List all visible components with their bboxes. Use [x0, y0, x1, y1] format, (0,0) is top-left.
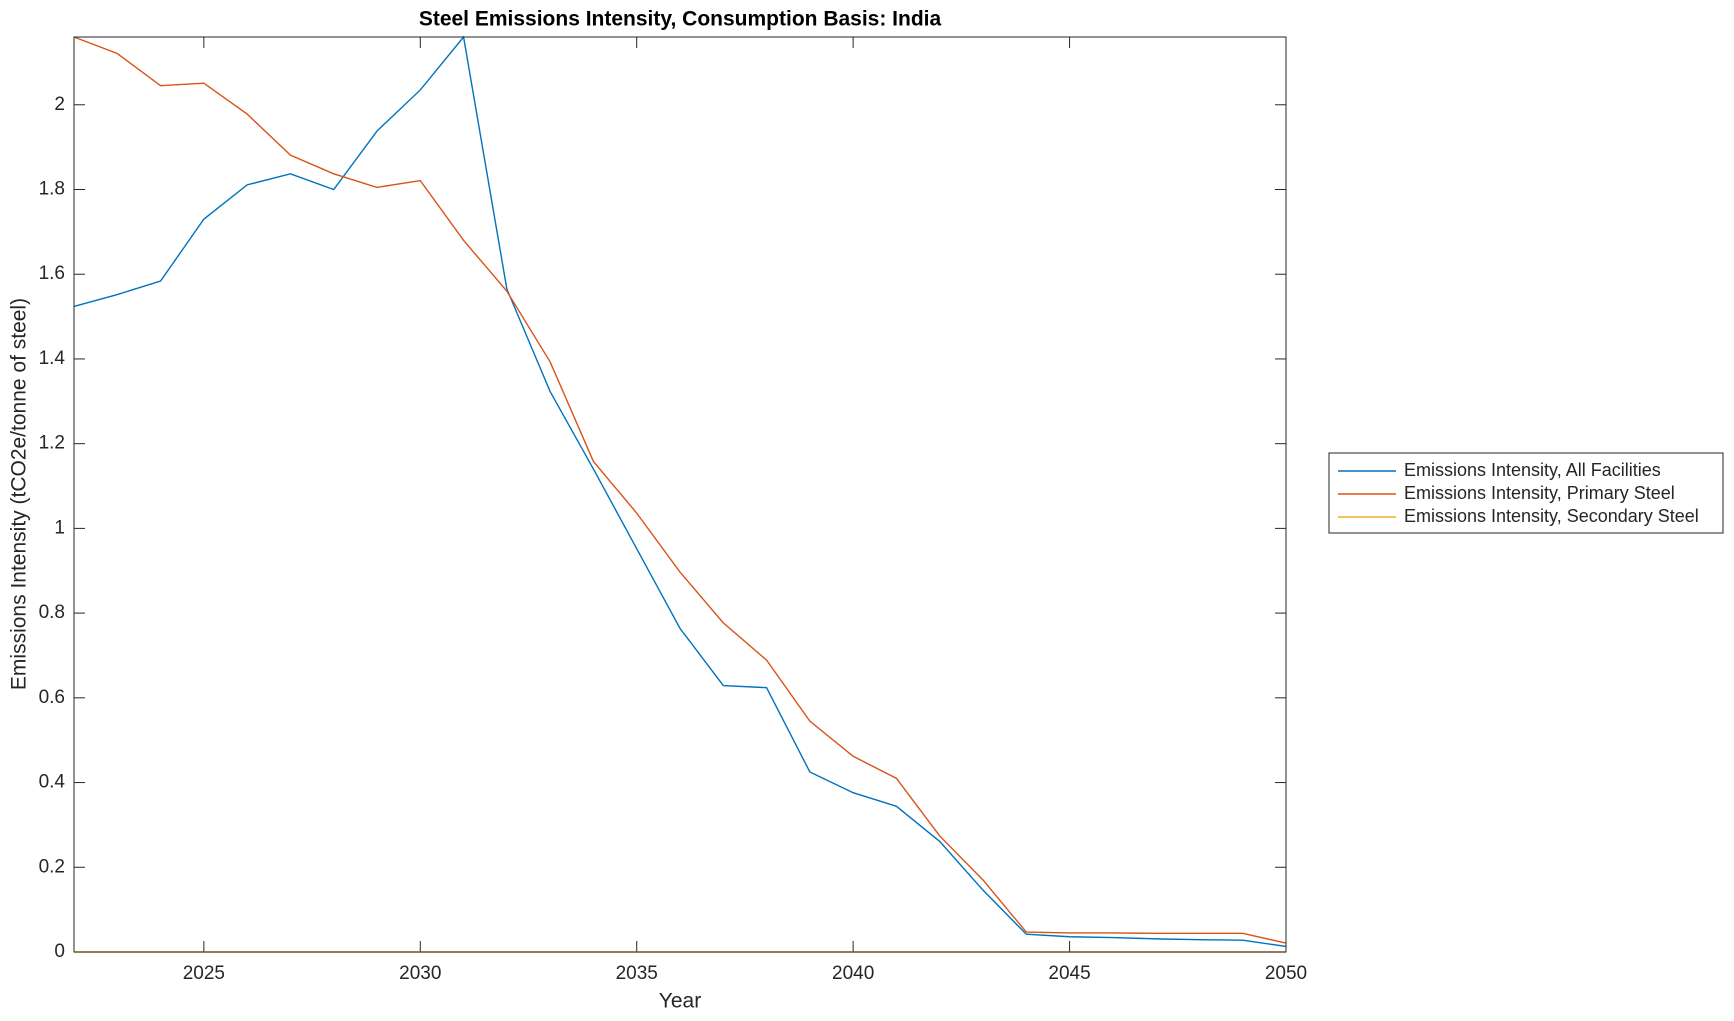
y-tick-label: 1.4 — [39, 348, 66, 369]
legend-label: Emissions Intensity, All Facilities — [1404, 460, 1661, 480]
x-tick-label: 2035 — [616, 963, 658, 984]
y-tick-label: 2 — [54, 94, 65, 115]
y-tick-label: 0 — [54, 941, 65, 962]
y-tick-label: 1.8 — [39, 179, 65, 200]
y-tick-label: 0.2 — [39, 856, 65, 877]
series-line — [73, 35, 1287, 948]
plot-frame — [73, 36, 1287, 953]
y-tick-label: 1 — [54, 517, 65, 538]
y-tick-label: 0.8 — [39, 602, 65, 623]
legend-label: Emissions Intensity, Primary Steel — [1404, 483, 1675, 503]
y-tick-label: 1.2 — [39, 433, 65, 454]
x-tick-label: 2030 — [399, 963, 441, 984]
y-axis-label: Emissions Intensity (tCO2e/tonne of stee… — [8, 298, 31, 690]
y-tick-label: 0.4 — [39, 772, 66, 793]
series-line — [73, 36, 1287, 944]
legend-box — [1328, 452, 1724, 534]
x-tick-label: 2045 — [1048, 963, 1090, 984]
x-axis-label: Year — [659, 990, 701, 1013]
x-tick-label: 2025 — [183, 963, 225, 984]
legend-label: Emissions Intensity, Secondary Steel — [1404, 506, 1699, 526]
chart-title: Steel Emissions Intensity, Consumption B… — [419, 8, 942, 31]
x-tick-label: 2050 — [1265, 963, 1307, 984]
y-tick-label: 1.6 — [39, 263, 65, 284]
x-tick-label: 2040 — [832, 963, 874, 984]
y-tick-label: 0.6 — [39, 687, 65, 708]
